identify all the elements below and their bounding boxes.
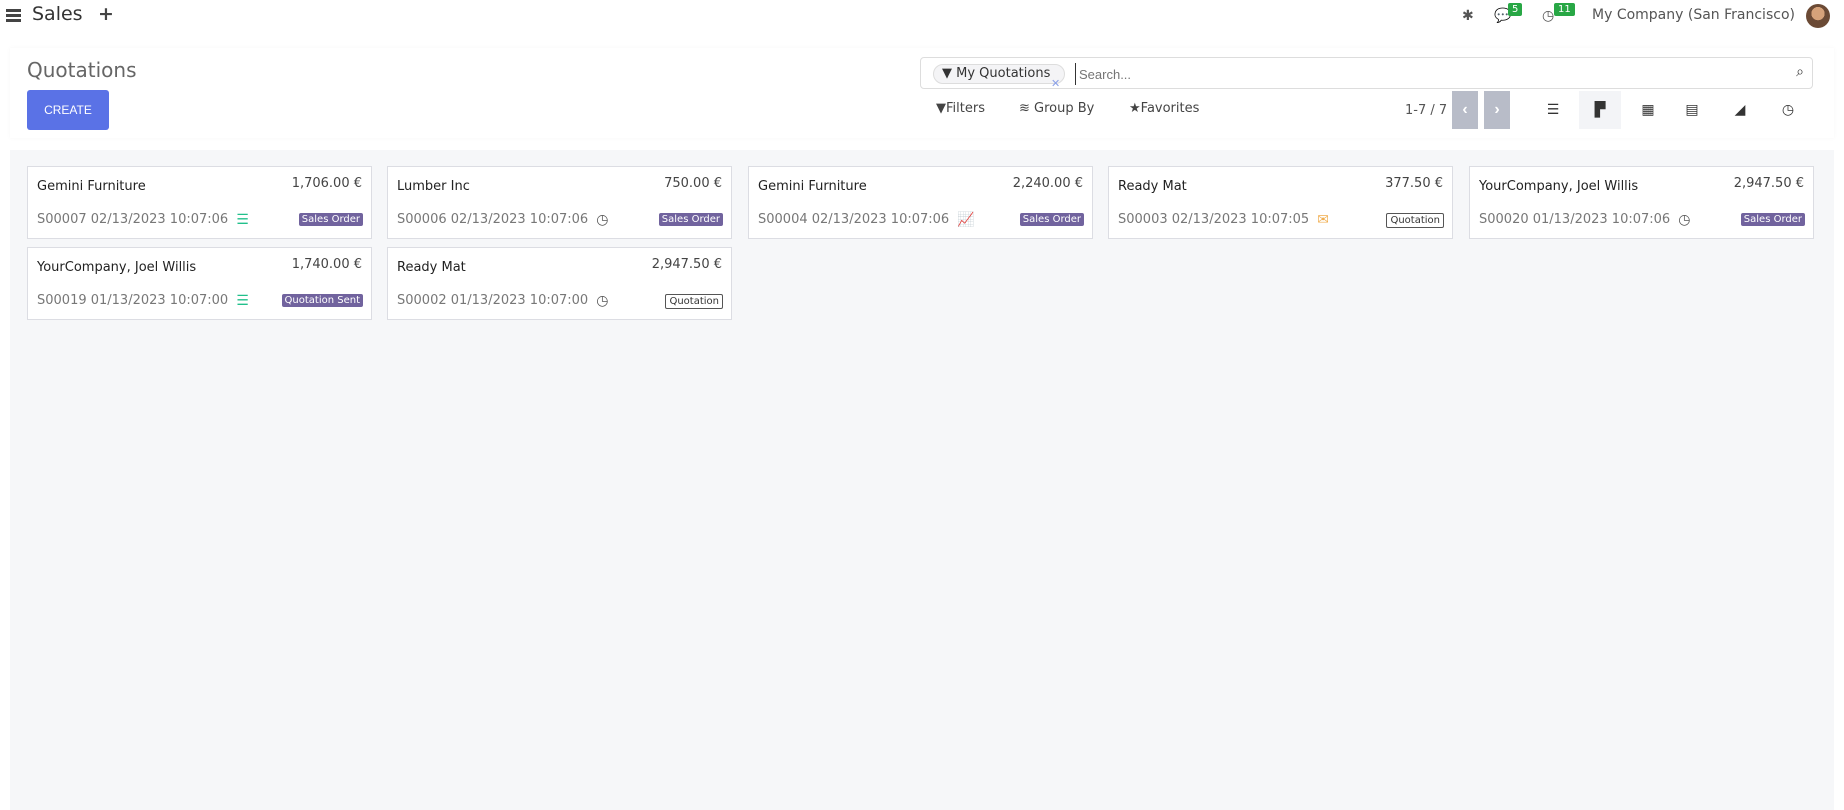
top-navbar: Sales + ✱ 💬 5 ◷ 11 My Company (San Francis… xyxy=(0,0,1844,32)
order-reference: S00006 02/13/2023 10:07:06 xyxy=(397,212,589,227)
order-reference: S00007 02/13/2023 10:07:06 xyxy=(37,212,229,227)
pager-value[interactable]: 1-7 / 7 xyxy=(1405,103,1448,118)
filter-icon: ▼ xyxy=(942,66,957,81)
customer-name: Ready Mat xyxy=(397,260,466,275)
activities-clock-icon[interactable]: ◷ 11 xyxy=(1542,3,1575,24)
amount: 1,706.00 € xyxy=(291,176,362,191)
plus-icon[interactable]: + xyxy=(98,3,114,25)
activities-count: 11 xyxy=(1554,3,1575,16)
status-badge: Sales Order xyxy=(658,213,723,226)
tasks-icon[interactable]: ☰ xyxy=(236,292,249,309)
kanban-view-button[interactable]: ▛ xyxy=(1579,91,1621,129)
group-by-button[interactable]: ≋ Group By xyxy=(1019,101,1095,116)
customer-name: Ready Mat xyxy=(1118,179,1187,194)
amount: 1,740.00 € xyxy=(291,257,362,272)
status-badge: Quotation xyxy=(665,294,723,309)
layers-icon: ≋ xyxy=(1019,101,1030,116)
amount: 2,240.00 € xyxy=(1012,176,1083,191)
search-input[interactable] xyxy=(1075,63,1765,85)
remove-facet-icon[interactable]: ✕ xyxy=(1051,77,1061,90)
chart-line-icon[interactable]: 📈 xyxy=(957,211,975,228)
order-reference: S00020 01/13/2023 10:07:06 xyxy=(1479,212,1671,227)
kanban-card[interactable]: Gemini Furniture 2,240.00 € S00004 02/13… xyxy=(748,166,1093,239)
clock-icon[interactable]: ◷ xyxy=(596,292,609,309)
search-facet[interactable]: ▼ My Quotations xyxy=(933,64,1066,84)
amount: 377.50 € xyxy=(1385,176,1443,191)
app-title[interactable]: Sales xyxy=(32,3,83,25)
customer-name: YourCompany, Joel Willis xyxy=(1479,179,1639,194)
star-icon: ★ xyxy=(1129,101,1141,116)
filter-icon: ▼ xyxy=(936,101,946,116)
activity-view-button[interactable]: ◷ xyxy=(1781,102,1795,118)
messages-icon[interactable]: 💬 5 xyxy=(1494,3,1523,24)
order-reference: S00002 01/13/2023 10:07:00 xyxy=(397,293,589,308)
customer-name: Gemini Furniture xyxy=(37,179,146,194)
status-badge: Sales Order xyxy=(1019,213,1084,226)
create-button[interactable]: CREATE xyxy=(27,90,109,130)
kanban-card[interactable]: YourCompany, Joel Willis 2,947.50 € S000… xyxy=(1469,166,1814,239)
favorites-button[interactable]: ★Favorites xyxy=(1129,101,1200,116)
pivot-view-button[interactable]: ▤ xyxy=(1685,102,1699,118)
kanban-card[interactable]: Ready Mat 377.50 € S00003 02/13/2023 10:… xyxy=(1108,166,1453,239)
clock-icon[interactable]: ◷ xyxy=(596,211,609,228)
user-avatar[interactable] xyxy=(1806,4,1830,28)
status-badge: Sales Order xyxy=(1740,213,1805,226)
graph-view-button[interactable]: ◢ xyxy=(1734,102,1746,118)
kanban-card[interactable]: YourCompany, Joel Willis 1,740.00 € S000… xyxy=(27,247,372,320)
customer-name: Lumber Inc xyxy=(397,179,470,194)
order-reference: S00019 01/13/2023 10:07:00 xyxy=(37,293,229,308)
filters-button[interactable]: ▼Filters xyxy=(936,101,985,116)
hamburger-menu-icon[interactable] xyxy=(6,9,21,22)
bug-icon[interactable]: ✱ xyxy=(1462,8,1474,24)
amount: 750.00 € xyxy=(664,176,722,191)
amount: 2,947.50 € xyxy=(651,257,722,272)
search-icon[interactable]: ⌕ xyxy=(1796,64,1804,80)
kanban-card[interactable]: Lumber Inc 750.00 € S00006 02/13/2023 10… xyxy=(387,166,732,239)
status-badge: Quotation Sent xyxy=(281,294,363,307)
pager-previous-button[interactable]: ‹ xyxy=(1452,91,1478,129)
list-view-button[interactable]: ☰ xyxy=(1546,102,1560,118)
customer-name: YourCompany, Joel Willis xyxy=(37,260,197,275)
company-switcher[interactable]: My Company (San Francisco) xyxy=(1592,7,1795,23)
status-badge: Quotation xyxy=(1386,213,1444,228)
kanban-card[interactable]: Ready Mat 2,947.50 € S00002 01/13/2023 1… xyxy=(387,247,732,320)
search-bar: ▼ My Quotations ✕ ⌕ xyxy=(920,57,1813,90)
kanban-card[interactable]: Gemini Furniture 1,706.00 € S00007 02/13… xyxy=(27,166,372,239)
order-reference: S00003 02/13/2023 10:07:05 xyxy=(1118,212,1310,227)
tasks-icon[interactable]: ☰ xyxy=(236,211,249,228)
envelope-icon[interactable]: ✉ xyxy=(1317,211,1329,228)
clock-icon[interactable]: ◷ xyxy=(1678,211,1691,228)
page-title: Quotations xyxy=(27,58,137,82)
messages-count: 5 xyxy=(1508,3,1523,16)
amount: 2,947.50 € xyxy=(1733,176,1804,191)
facet-label: My Quotations xyxy=(956,66,1051,81)
customer-name: Gemini Furniture xyxy=(758,179,867,194)
calendar-view-button[interactable]: ▦ xyxy=(1641,102,1655,118)
order-reference: S00004 02/13/2023 10:07:06 xyxy=(758,212,950,227)
pager-next-button[interactable]: › xyxy=(1484,91,1510,129)
status-badge: Sales Order xyxy=(298,213,363,226)
